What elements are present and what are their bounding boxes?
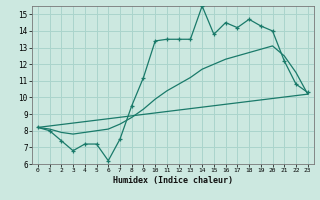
X-axis label: Humidex (Indice chaleur): Humidex (Indice chaleur) [113, 176, 233, 185]
